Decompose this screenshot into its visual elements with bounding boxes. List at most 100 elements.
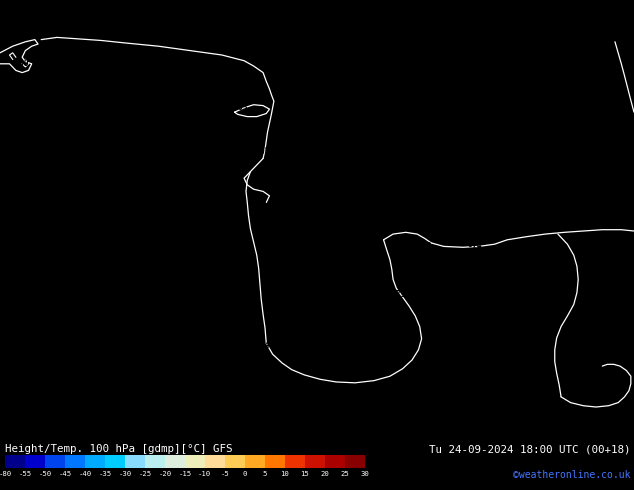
Text: -59: -59 <box>496 15 512 24</box>
Text: -10: -10 <box>198 470 211 476</box>
Bar <box>225 455 245 468</box>
Bar <box>304 455 325 468</box>
Text: -73: -73 <box>208 341 223 350</box>
Text: -65: -65 <box>233 103 249 112</box>
Text: -58: -58 <box>208 15 223 24</box>
Text: 5: 5 <box>262 470 267 476</box>
Text: -68: -68 <box>303 147 318 156</box>
Text: 15: 15 <box>301 470 309 476</box>
Text: -74: -74 <box>468 242 483 251</box>
Bar <box>45 455 65 468</box>
Text: -73: -73 <box>268 290 283 299</box>
Text: -78: -78 <box>560 290 575 299</box>
Bar <box>245 455 265 468</box>
Text: -72: -72 <box>481 196 496 205</box>
Text: -70: -70 <box>68 242 84 251</box>
Bar <box>65 455 85 468</box>
Bar <box>85 455 105 468</box>
Text: -70: -70 <box>68 196 84 205</box>
Text: Tu 24-09-2024 18:00 UTC (00+18): Tu 24-09-2024 18:00 UTC (00+18) <box>429 444 631 454</box>
Text: -80: -80 <box>0 470 11 476</box>
Text: -71: -71 <box>433 196 448 205</box>
Text: -50: -50 <box>39 470 51 476</box>
Bar <box>125 455 145 468</box>
Text: -76: -76 <box>496 290 512 299</box>
Text: -75: -75 <box>443 290 458 299</box>
Text: -62: -62 <box>411 103 426 112</box>
Text: -60: -60 <box>110 59 125 68</box>
Text: -59: -59 <box>547 15 562 24</box>
Text: -67: -67 <box>113 147 128 156</box>
Text: 20: 20 <box>320 470 329 476</box>
Text: -25: -25 <box>138 470 152 476</box>
Text: -67: -67 <box>65 147 81 156</box>
Text: -62: -62 <box>465 59 480 68</box>
Text: -45: -45 <box>58 470 72 476</box>
Text: -76: -76 <box>373 341 388 350</box>
Text: -71: -71 <box>116 242 131 251</box>
Text: ©weatheronline.co.uk: ©weatheronline.co.uk <box>514 470 631 480</box>
Text: -62: -62 <box>366 59 382 68</box>
Text: -70: -70 <box>252 196 268 205</box>
Text: -66: -66 <box>160 147 176 156</box>
Text: -70: -70 <box>164 242 179 251</box>
Text: 0: 0 <box>243 470 247 476</box>
Text: 30: 30 <box>360 470 369 476</box>
Bar <box>185 455 205 468</box>
Text: -35: -35 <box>98 470 112 476</box>
Bar <box>205 455 225 468</box>
Text: -30: -30 <box>119 470 131 476</box>
Text: -67: -67 <box>18 147 33 156</box>
Text: -73: -73 <box>360 242 375 251</box>
Text: -58: -58 <box>601 15 616 24</box>
Bar <box>345 455 365 468</box>
Text: -59: -59 <box>303 15 318 24</box>
Text: -64: -64 <box>40 103 55 112</box>
Text: -61: -61 <box>157 59 172 68</box>
Text: -70: -70 <box>18 242 33 251</box>
Text: -74: -74 <box>335 290 350 299</box>
Text: -72: -72 <box>164 290 179 299</box>
Text: -74: -74 <box>160 341 176 350</box>
Text: -62: -62 <box>366 103 382 112</box>
Bar <box>265 455 285 468</box>
Text: -71: -71 <box>65 290 81 299</box>
Text: -20: -20 <box>158 470 171 476</box>
Text: -69: -69 <box>18 196 33 205</box>
Text: -75: -75 <box>313 341 328 350</box>
Text: -69: -69 <box>338 196 353 205</box>
Text: -73: -73 <box>534 196 550 205</box>
Text: -40: -40 <box>79 470 91 476</box>
Text: -67: -67 <box>344 147 359 156</box>
Text: -61: -61 <box>519 59 534 68</box>
Text: -66: -66 <box>316 103 331 112</box>
Text: -5: -5 <box>221 470 229 476</box>
Text: -61: -61 <box>588 59 604 68</box>
Text: -61: -61 <box>68 59 84 68</box>
Text: -65: -65 <box>176 103 191 112</box>
Text: -59: -59 <box>351 15 366 24</box>
Text: -73: -73 <box>18 341 33 350</box>
Bar <box>325 455 345 468</box>
Text: -69: -69 <box>164 196 179 205</box>
Text: -59: -59 <box>398 15 413 24</box>
Text: -59: -59 <box>110 15 125 24</box>
Text: -64: -64 <box>544 103 559 112</box>
Bar <box>145 455 165 468</box>
Bar <box>5 455 25 468</box>
Text: -68: -68 <box>443 147 458 156</box>
Text: -70: -70 <box>116 196 131 205</box>
Text: -60: -60 <box>15 59 30 68</box>
Text: -60: -60 <box>202 59 217 68</box>
Text: -70: -70 <box>385 196 401 205</box>
Bar <box>165 455 185 468</box>
Bar <box>285 455 304 468</box>
Text: -60: -60 <box>446 15 461 24</box>
Text: -55: -55 <box>18 470 32 476</box>
Text: -70: -70 <box>211 196 226 205</box>
Text: -64: -64 <box>474 103 489 112</box>
Text: -63: -63 <box>116 103 131 112</box>
Text: -74: -74 <box>256 341 271 350</box>
Text: -58: -58 <box>160 15 176 24</box>
Text: -65: -65 <box>256 147 271 156</box>
